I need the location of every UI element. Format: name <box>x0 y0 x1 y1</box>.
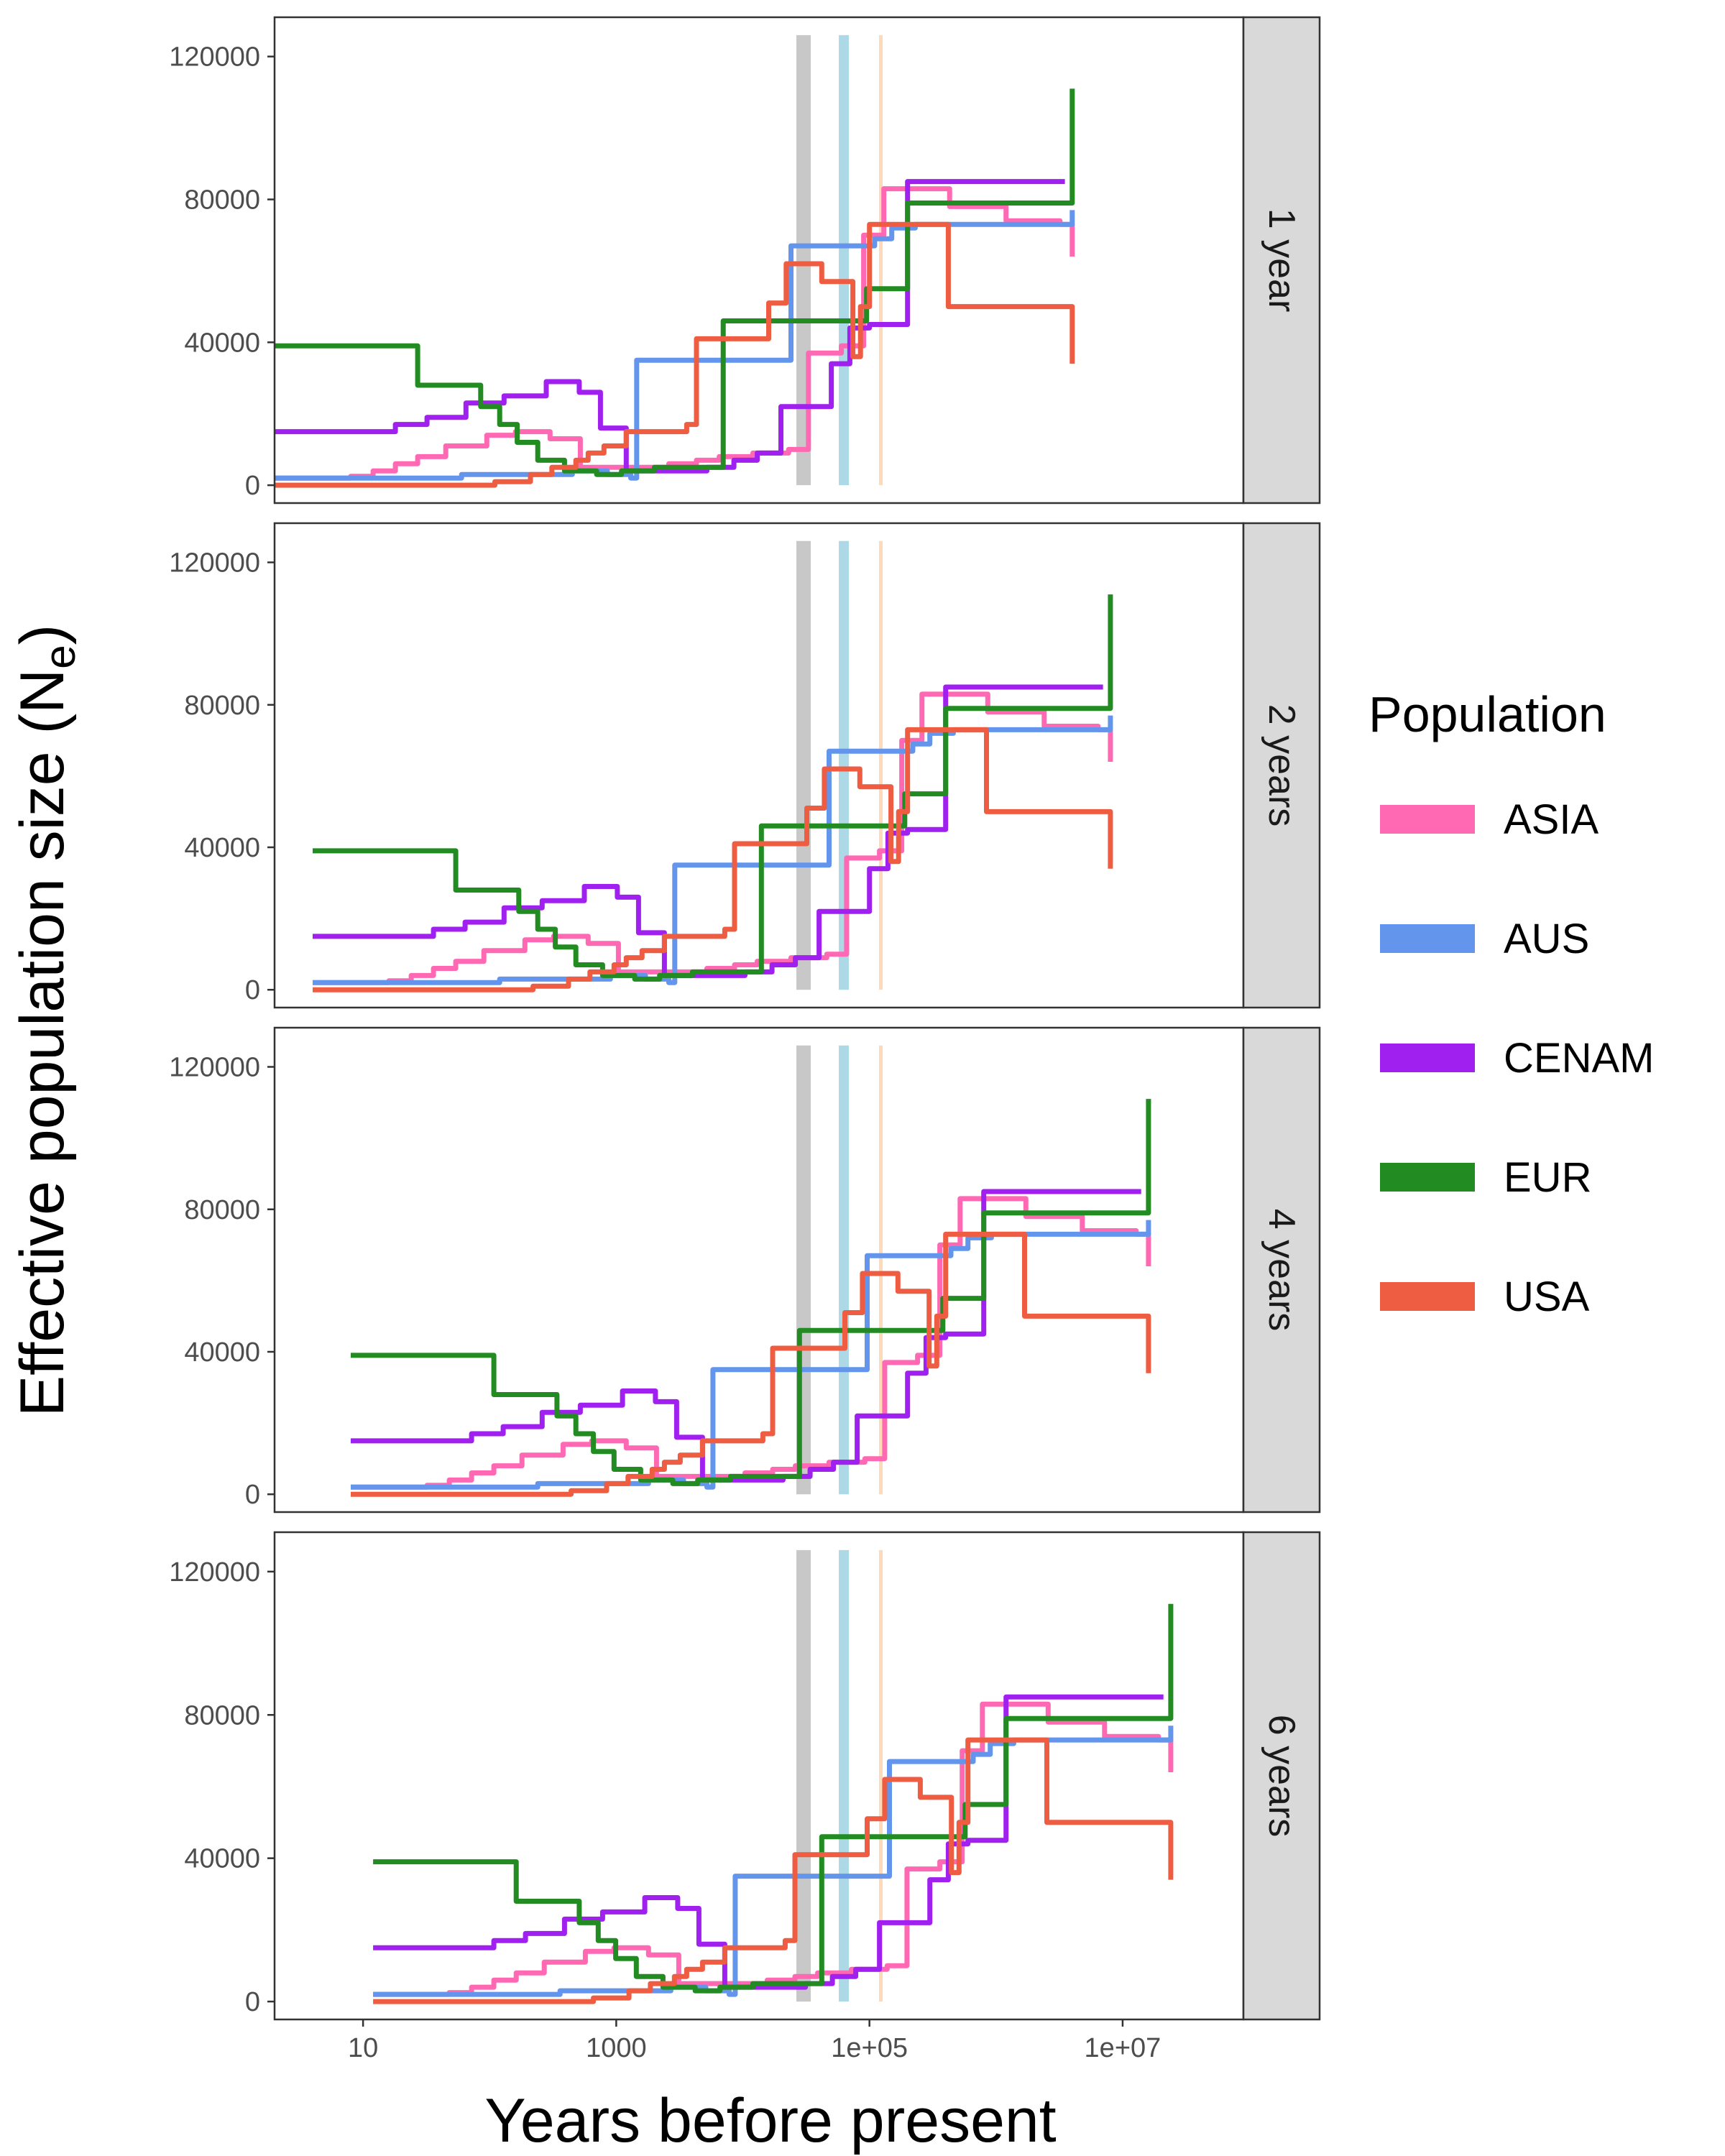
y-tick-label: 40000 <box>184 833 260 863</box>
series-line-usa <box>351 1231 1151 1497</box>
series-line-cenam <box>373 1694 1164 1990</box>
series-line-asia <box>313 691 1113 985</box>
facet-panel-1: 0 40000 80000 120000 1 year <box>169 16 1321 505</box>
series-line-asia <box>373 1701 1174 1997</box>
series-line-cenam <box>275 179 1065 474</box>
x-tick-label: 1e+05 <box>831 2033 908 2063</box>
x-axis-title: Years before present <box>484 2086 1056 2155</box>
series-line-asia <box>351 1196 1151 1490</box>
y-tick-label: 120000 <box>169 1557 260 1588</box>
series-line-eur <box>373 1603 1174 1994</box>
facet-panel-3: 0 40000 80000 120000 4 years <box>169 1026 1321 1514</box>
y-tick-label: 40000 <box>184 1844 260 1874</box>
y-tick-label: 80000 <box>184 185 260 216</box>
facet-strip <box>1242 522 1321 1009</box>
facet-strip <box>1242 1531 1321 2021</box>
y-tick-label: 120000 <box>169 548 260 579</box>
series-line-cenam <box>351 1189 1141 1483</box>
facet-strip-label: 2 years <box>1261 704 1302 827</box>
series-line-cenam <box>313 684 1103 978</box>
series-line-usa <box>313 727 1113 992</box>
facet-strip <box>1242 16 1321 505</box>
series-line-eur <box>275 88 1075 477</box>
facet-strip-label: 6 years <box>1261 1715 1302 1838</box>
legend-title: Population <box>1368 686 1606 742</box>
legend: Population ASIA AUS CENAM EUR USA <box>1368 686 1654 1320</box>
y-tick-label: 0 <box>245 1480 260 1510</box>
series-line-usa <box>373 1737 1174 2004</box>
y-tick-label: 0 <box>245 1987 260 2017</box>
series-line-asia <box>275 186 1075 481</box>
y-tick-label: 40000 <box>184 1337 260 1368</box>
facet-strip-label: 4 years <box>1261 1209 1302 1332</box>
y-tick-label: 120000 <box>169 1053 260 1083</box>
y-tick-label: 0 <box>245 471 260 501</box>
x-tick-label: 10 <box>348 2033 378 2063</box>
legend-key-eur <box>1380 1163 1475 1192</box>
y-tick-label: 80000 <box>184 1195 260 1225</box>
legend-key-cenam <box>1380 1044 1475 1072</box>
legend-label-usa: USA <box>1504 1273 1590 1320</box>
y-axis-title-main: Effective population size (N <box>8 669 77 1417</box>
facet-panel-4: 0 40000 80000 120000 6 years <box>169 1531 1321 2021</box>
y-tick-label: 120000 <box>169 42 260 73</box>
series-line-eur <box>351 1099 1151 1486</box>
panel-border <box>273 16 1245 505</box>
y-tick-label: 80000 <box>184 691 260 721</box>
legend-label-cenam: CENAM <box>1504 1035 1654 1082</box>
y-tick-label: 40000 <box>184 328 260 358</box>
facet-strip <box>1242 1026 1321 1514</box>
facet-panel-2: 0 40000 80000 120000 2 years <box>169 522 1321 1009</box>
y-axis-title-close: ) <box>8 625 77 645</box>
series-line-usa <box>275 221 1075 488</box>
x-tick-label: 1000 <box>586 2033 647 2063</box>
y-axis-title-subscript: e <box>36 645 84 668</box>
legend-key-asia <box>1380 805 1475 834</box>
legend-key-usa <box>1380 1282 1475 1311</box>
y-axis-title: Effective population size (Ne) <box>8 625 84 1417</box>
x-axis: 10 1000 1e+05 1e+07 <box>348 2019 1161 2063</box>
facet-strip-label: 1 year <box>1261 208 1302 313</box>
x-tick-label: 1e+07 <box>1085 2033 1162 2063</box>
facet-panels: 0 40000 80000 120000 1 year 0 40000 80000 120000… <box>169 16 1321 2021</box>
y-tick-label: 0 <box>245 975 260 1005</box>
y-tick-label: 80000 <box>184 1700 260 1731</box>
legend-label-asia: ASIA <box>1504 796 1598 843</box>
legend-label-eur: EUR <box>1504 1154 1591 1201</box>
series-line-eur <box>313 594 1113 982</box>
legend-key-aus <box>1380 924 1475 953</box>
legend-label-aus: AUS <box>1504 916 1589 962</box>
